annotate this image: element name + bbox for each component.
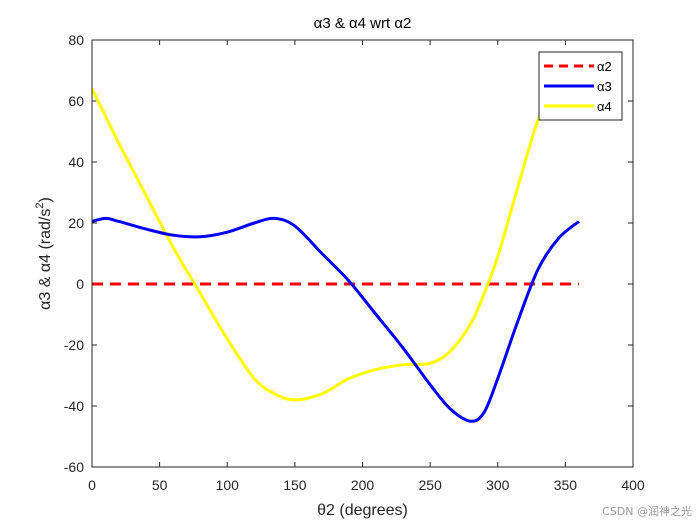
legend-label-alpha4: α4 [597,99,612,114]
x-axis-title: θ2 (degrees) [317,502,408,519]
y-tick-label: -20 [64,337,84,353]
x-tick-label: 300 [486,477,510,493]
y-axis-title-sup: 2 [34,203,46,209]
legend-label-alpha2: α2 [597,59,612,74]
watermark: CSDN @润神之光 [602,505,692,518]
y-tick-label: 40 [68,154,84,170]
y-tick-label: -60 [64,459,84,475]
legend-label-alpha3: α3 [597,79,612,94]
y-axis-title: α3 & α4 (rad/s2) [34,197,54,310]
plot-area [91,39,634,468]
series-line-alpha4 [92,57,580,402]
x-tick-label: 150 [283,477,307,493]
y-tick-label: -40 [64,398,84,414]
x-tick-label: 100 [216,477,240,493]
x-tick-label: 200 [351,477,375,493]
y-tick-label: 20 [68,215,84,231]
tick-labels: 0 50 100 150 200 250 300 350 400 -60 -40 -20 0 20 40 60… [64,32,645,493]
y-axis-title-close: ) [37,197,54,202]
x-tick-label: 250 [418,477,442,493]
series-layer [92,57,580,423]
series-line-alpha3 [92,216,580,423]
y-tick-label: 80 [68,32,84,48]
legend: α2 α3 α4 [538,51,623,121]
x-tick-label: 50 [152,477,168,493]
x-tick-label: 0 [88,477,96,493]
x-tick-label: 350 [554,477,578,493]
y-tick-label: 0 [76,276,84,292]
chart-title: α3 & α4 wrt α2 [314,15,412,32]
y-tick-label: 60 [68,93,84,109]
y-axis-title-main: α3 & α4 (rad/s [37,209,54,310]
x-tick-label: 400 [621,477,645,493]
